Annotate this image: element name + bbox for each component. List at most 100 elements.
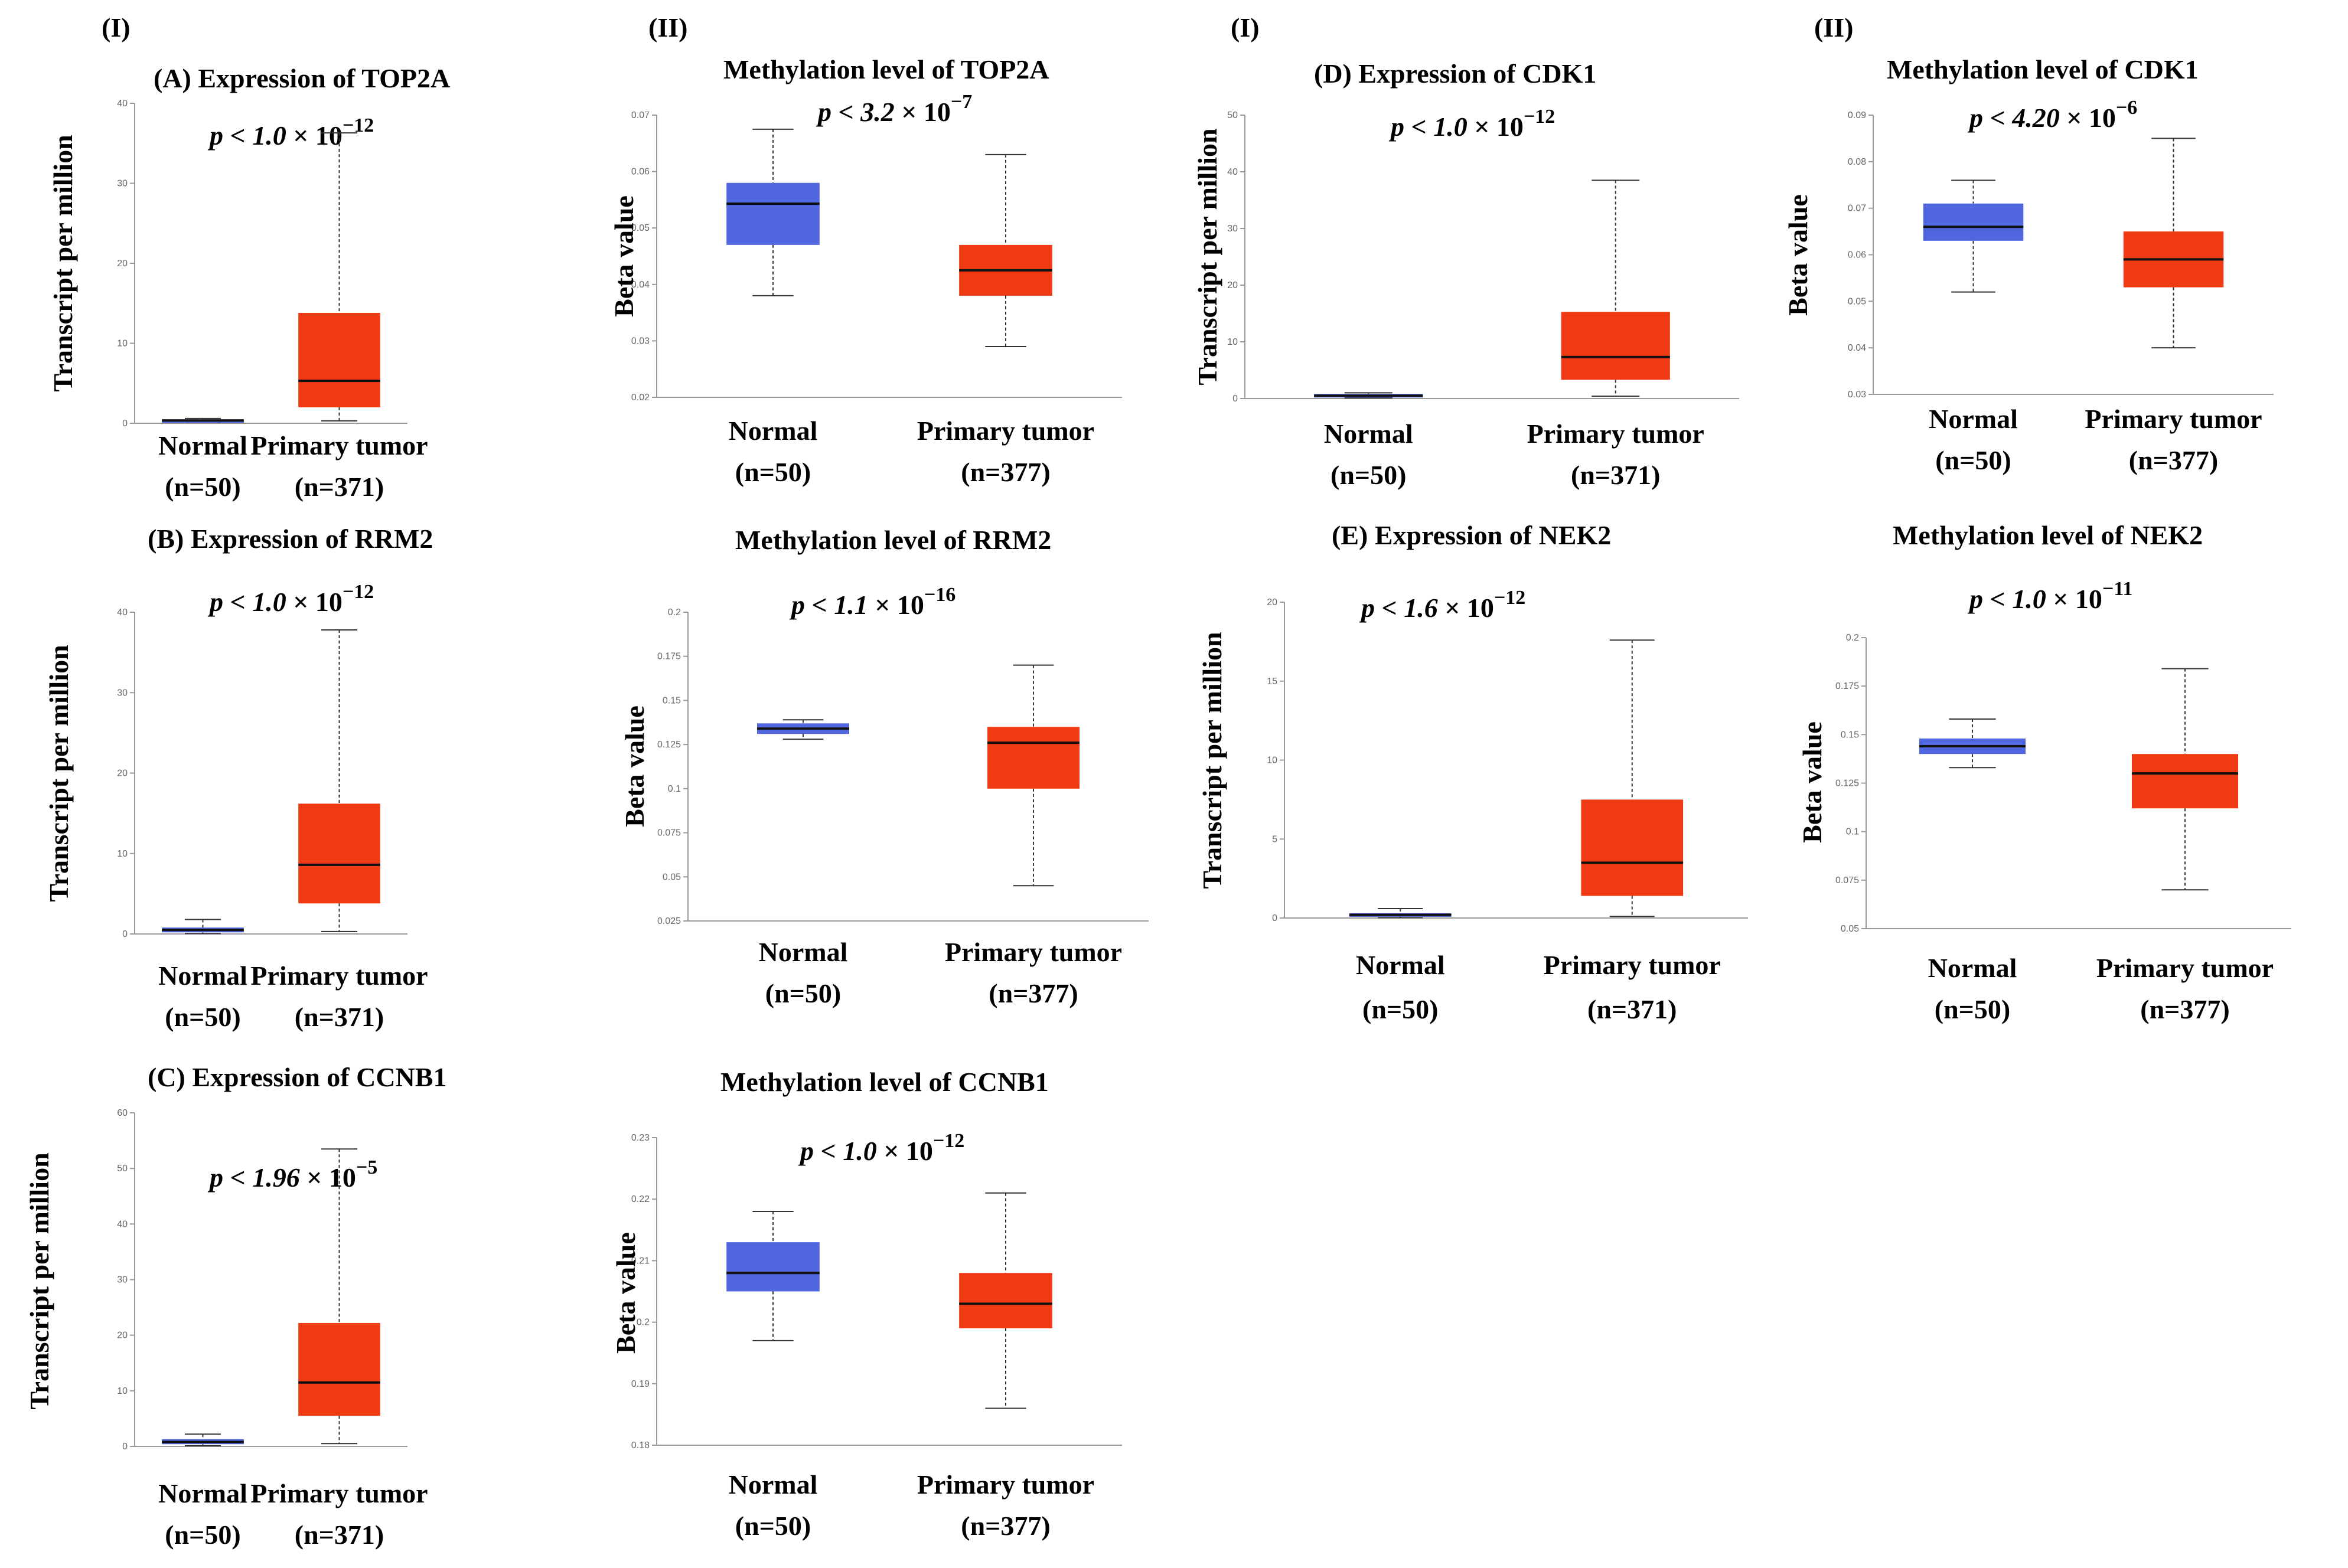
y-tick-label: 30 xyxy=(117,1275,128,1285)
group-n: (n=371) xyxy=(295,472,384,502)
group-n: (n=377) xyxy=(2129,445,2218,475)
group-label: Primary tumor xyxy=(2096,953,2274,983)
p-value-exponent: −7 xyxy=(951,91,972,113)
p-value-exponent: −11 xyxy=(2102,578,2133,600)
y-tick-label: 0.08 xyxy=(1848,157,1866,167)
y-tick-label: 0.05 xyxy=(1841,924,1859,934)
group-n: (n=371) xyxy=(295,1002,384,1032)
multiply-sign: × 10 xyxy=(1474,112,1524,142)
y-tick-label: 0.19 xyxy=(631,1379,650,1389)
y-axis-label: Transcript per million xyxy=(44,645,74,901)
p-value-exponent: −12 xyxy=(933,1130,964,1152)
section-label: (II) xyxy=(648,12,687,43)
group-n: (n=50) xyxy=(1362,994,1438,1024)
y-axis-label: Transcript per million xyxy=(1197,632,1227,888)
group-label: Primary tumor xyxy=(250,430,428,460)
group-n: (n=50) xyxy=(1935,445,2011,475)
group-label: Normal xyxy=(158,1478,247,1508)
p-value-exponent: −12 xyxy=(1524,106,1555,128)
y-tick-label: 0 xyxy=(122,419,128,429)
p-value: p < 4.20 × 10−6 xyxy=(1967,97,2137,133)
multiply-sign: × 10 xyxy=(2053,584,2102,614)
y-tick-label: 20 xyxy=(117,259,128,269)
chart-title: Methylation level of RRM2 xyxy=(735,525,1051,555)
y-tick-label: 0.05 xyxy=(1848,296,1866,306)
group-label: Primary tumor xyxy=(1544,950,1721,980)
p-value: p < 1.0 × 10−12 xyxy=(798,1130,964,1166)
group-label: Primary tumor xyxy=(2085,404,2262,434)
y-tick-label: 0.09 xyxy=(1848,110,1866,120)
multiply-sign: × 10 xyxy=(293,587,343,617)
p-value-prefix: p < 4.20 xyxy=(1967,103,2066,133)
chart-title: (A) Expression of TOP2A xyxy=(154,63,450,93)
p-value-exponent: −12 xyxy=(1494,587,1525,609)
y-tick-label: 0.125 xyxy=(1835,779,1859,789)
box-tumor xyxy=(298,803,380,904)
y-tick-label: 0.15 xyxy=(663,695,681,705)
y-tick-label: 0 xyxy=(122,929,128,939)
box-tumor xyxy=(959,1273,1052,1329)
multiply-sign: × 10 xyxy=(1444,593,1494,623)
p-value-prefix: p < 1.0 xyxy=(207,587,293,617)
box-normal xyxy=(1923,203,2024,241)
chart-expr-cdk1: 0 10 20 30 40 50 (D) Expression of CDK1 p < 1.0… xyxy=(1192,58,1739,490)
group-label: Normal xyxy=(1928,953,2017,983)
group-label: Normal xyxy=(729,1469,818,1500)
y-tick-label: 30 xyxy=(117,688,128,698)
chart-title: (C) Expression of CCNB1 xyxy=(148,1062,446,1092)
p-value-exponent: −16 xyxy=(924,584,955,606)
multiply-sign: × 10 xyxy=(875,590,924,620)
box-tumor xyxy=(1581,799,1684,896)
chart-title: Methylation level of CDK1 xyxy=(1887,54,2199,84)
p-value-prefix: p < 3.2 xyxy=(816,97,901,127)
group-label: Normal xyxy=(158,961,247,991)
y-tick-label: 40 xyxy=(117,607,128,618)
box-tumor xyxy=(298,1322,380,1416)
y-tick-label: 30 xyxy=(117,179,128,189)
chart-meth-top2a: 0.02 0.03 0.04 0.05 0.06 0.07 Methylation leve… xyxy=(609,54,1122,487)
group-n: (n=377) xyxy=(961,457,1050,487)
multiply-sign: × 10 xyxy=(883,1136,933,1166)
y-tick-label: 20 xyxy=(117,1331,128,1341)
multiply-sign: × 10 xyxy=(293,120,343,151)
y-tick-label: 0 xyxy=(1272,913,1277,923)
y-tick-label: 10 xyxy=(1267,756,1277,766)
box-normal xyxy=(726,182,820,245)
box-normal xyxy=(726,1242,820,1292)
y-tick-label: 10 xyxy=(117,339,128,349)
y-tick-label: 0.22 xyxy=(631,1194,650,1204)
group-label: Primary tumor xyxy=(1527,419,1704,449)
y-tick-label: 0.07 xyxy=(1848,204,1866,214)
p-value: p < 1.0 × 10−12 xyxy=(1388,106,1555,142)
y-tick-label: 50 xyxy=(117,1164,128,1174)
y-tick-label: 0 xyxy=(122,1442,128,1452)
group-n: (n=50) xyxy=(765,978,841,1008)
y-tick-label: 0.03 xyxy=(631,336,650,346)
group-n: (n=371) xyxy=(1587,994,1677,1024)
y-axis-label: Beta value xyxy=(619,705,650,827)
y-tick-label: 40 xyxy=(117,1219,128,1229)
y-tick-label: 0.2 xyxy=(1846,633,1859,643)
p-value-prefix: p < 1.0 xyxy=(1967,584,2053,614)
group-label: Normal xyxy=(1356,950,1445,980)
group-n: (n=50) xyxy=(165,472,240,502)
y-tick-label: 10 xyxy=(117,1386,128,1396)
chart-title: (B) Expression of RRM2 xyxy=(148,524,433,554)
y-tick-label: 5 xyxy=(1272,834,1277,844)
section-label: (I) xyxy=(1231,12,1260,43)
y-tick-label: 0.23 xyxy=(631,1133,650,1143)
multiply-sign: × 10 xyxy=(2066,103,2116,133)
group-n: (n=50) xyxy=(1935,994,2010,1024)
group-label: Primary tumor xyxy=(917,1469,1094,1500)
y-tick-label: 40 xyxy=(117,99,128,109)
chart-meth-cdk1: 0.03 0.04 0.05 0.06 0.07 0.08 0.09 Methylation … xyxy=(1783,54,2274,475)
y-tick-label: 20 xyxy=(1227,280,1238,290)
group-n: (n=50) xyxy=(1330,460,1406,490)
y-axis-label: Transcript per million xyxy=(48,135,78,391)
p-value-exponent: −5 xyxy=(356,1157,377,1178)
p-value: p < 3.2 × 10−7 xyxy=(816,91,972,127)
multiply-sign: × 10 xyxy=(901,97,951,127)
y-tick-label: 0.175 xyxy=(657,652,681,662)
p-value-prefix: p < 1.6 xyxy=(1359,593,1444,623)
